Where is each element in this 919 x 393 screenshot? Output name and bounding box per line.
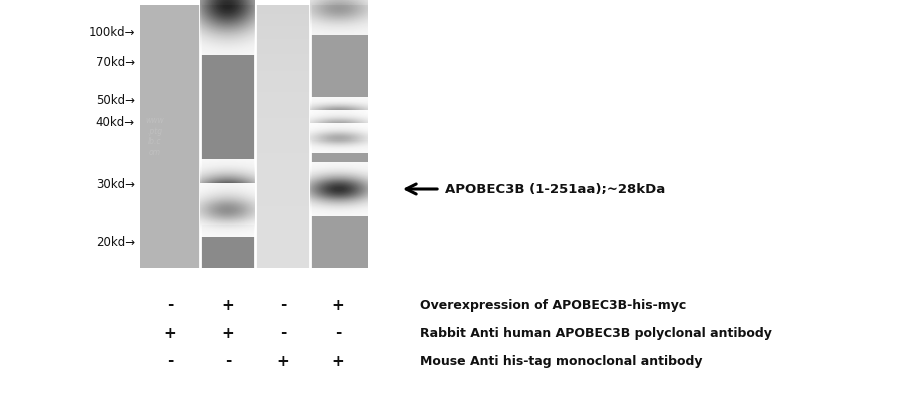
Text: -: - <box>335 325 341 340</box>
Bar <box>310 5 368 268</box>
Bar <box>199 5 255 268</box>
Text: Rabbit Anti human APOBEC3B polyclonal antibody: Rabbit Anti human APOBEC3B polyclonal an… <box>420 327 771 340</box>
Text: 50kd→: 50kd→ <box>96 94 135 107</box>
Text: Overexpression of APOBEC3B-his-myc: Overexpression of APOBEC3B-his-myc <box>420 299 686 312</box>
Bar <box>255 5 310 268</box>
Text: -: - <box>224 353 231 369</box>
Text: 70kd→: 70kd→ <box>96 55 135 68</box>
Text: -: - <box>166 298 173 312</box>
Text: 20kd→: 20kd→ <box>96 237 135 250</box>
Text: +: + <box>221 298 234 312</box>
Text: Mouse Anti his-tag monoclonal antibody: Mouse Anti his-tag monoclonal antibody <box>420 354 702 367</box>
Bar <box>140 5 199 268</box>
Text: 100kd→: 100kd→ <box>88 26 135 39</box>
Text: -: - <box>279 298 286 312</box>
Text: +: + <box>331 298 344 312</box>
Text: +: + <box>331 353 344 369</box>
Text: 40kd→: 40kd→ <box>96 116 135 129</box>
Text: +: + <box>277 353 289 369</box>
Text: +: + <box>164 325 176 340</box>
Text: -: - <box>166 353 173 369</box>
Text: APOBEC3B (1-251aa);~28kDa: APOBEC3B (1-251aa);~28kDa <box>445 182 664 195</box>
Text: 30kd→: 30kd→ <box>96 178 135 191</box>
Text: www
.ptg
lb.c
om: www .ptg lb.c om <box>145 116 165 156</box>
Text: +: + <box>221 325 234 340</box>
Text: -: - <box>279 325 286 340</box>
